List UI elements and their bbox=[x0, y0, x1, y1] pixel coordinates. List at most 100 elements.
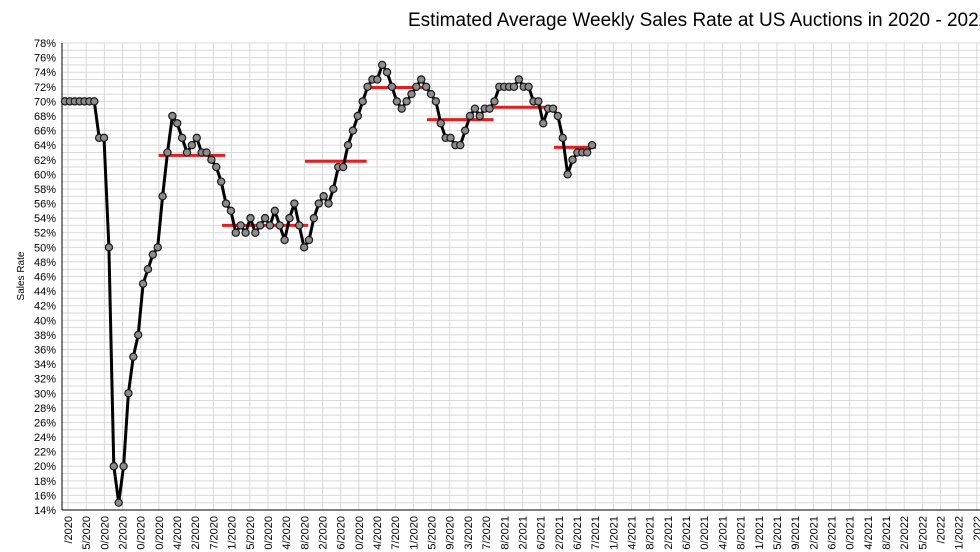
data-point bbox=[417, 75, 426, 84]
x-tick-label: 2/2021 bbox=[517, 516, 529, 550]
data-point bbox=[397, 104, 406, 113]
data-point bbox=[177, 133, 187, 143]
x-tick-label: 1/2021 bbox=[608, 516, 620, 550]
data-point bbox=[587, 140, 597, 150]
data-point bbox=[304, 235, 314, 245]
x-tick-label: 1/2022 bbox=[954, 516, 966, 550]
x-tick-label: 0/2021 bbox=[845, 516, 857, 550]
x-tick-label: 8/2020 bbox=[299, 516, 311, 550]
x-tick-label: 1/2020 bbox=[408, 516, 420, 550]
x-tick-label: 0/2020 bbox=[99, 516, 111, 550]
x-tick-label: 3/2020 bbox=[463, 516, 475, 550]
data-point bbox=[173, 119, 182, 128]
y-tick-label: 56% bbox=[34, 199, 56, 211]
x-tick-label: 0/2020 bbox=[154, 516, 166, 550]
x-tick-label: 2/2021 bbox=[808, 516, 820, 550]
data-point bbox=[138, 279, 148, 288]
x-tick-label: 7/2020 bbox=[481, 516, 493, 550]
data-point bbox=[470, 104, 480, 113]
x-axis: /2020 5/2020 0/2020 2/2020 0/2020 0/2020 4/202… bbox=[63, 516, 980, 550]
grid bbox=[61, 42, 980, 511]
x-tick-label: 8/2021 bbox=[645, 516, 657, 550]
y-tick-label: 16% bbox=[34, 490, 56, 502]
x-tick-label: 8/2021 bbox=[736, 516, 748, 550]
x-tick-label: 2/2020 bbox=[190, 516, 202, 550]
y-tick-label: 68% bbox=[34, 111, 56, 123]
data-point bbox=[524, 82, 533, 91]
data-point bbox=[295, 221, 304, 230]
data-point bbox=[539, 119, 548, 128]
data-point bbox=[338, 162, 348, 172]
y-tick-label: 46% bbox=[34, 272, 56, 284]
y-tick-label: 74% bbox=[34, 67, 56, 79]
y-tick-label: 18% bbox=[34, 476, 56, 488]
x-tick-label: 6/2021 bbox=[681, 516, 693, 550]
y-tick-label: 78% bbox=[34, 38, 56, 50]
x-tick-label: /2020 bbox=[63, 516, 75, 544]
x-tick-label: 9/2020 bbox=[445, 516, 457, 550]
x-tick-label: 8/2021 bbox=[881, 516, 893, 550]
data-point bbox=[426, 89, 436, 99]
data-point bbox=[309, 213, 319, 223]
x-tick-label: 8/2021 bbox=[499, 516, 511, 550]
data-point bbox=[202, 148, 211, 157]
x-tick-label: 0/2020 bbox=[263, 516, 275, 550]
data-point bbox=[392, 97, 402, 106]
data-point bbox=[460, 126, 470, 135]
data-point bbox=[407, 89, 416, 99]
x-tick-label: 7/2021 bbox=[590, 516, 602, 550]
x-tick-label: 1/2020 bbox=[227, 516, 239, 550]
data-point bbox=[133, 330, 143, 340]
x-tick-label: 0/2020 bbox=[136, 516, 148, 550]
y-tick-label: 30% bbox=[34, 388, 56, 400]
data-point bbox=[168, 111, 177, 121]
x-tick-label: 7/2020 bbox=[390, 516, 402, 550]
data-point bbox=[582, 148, 592, 157]
data-point bbox=[402, 97, 411, 106]
data-point bbox=[143, 265, 153, 274]
data-point bbox=[90, 97, 99, 106]
data-point bbox=[509, 82, 519, 91]
x-tick-label: 0/2021 bbox=[699, 516, 711, 550]
data-point bbox=[280, 235, 289, 245]
y-tick-label: 70% bbox=[34, 96, 56, 108]
y-tick-label: 40% bbox=[34, 315, 56, 327]
data-point bbox=[265, 221, 275, 230]
y-tick-label: 36% bbox=[34, 344, 56, 356]
data-point bbox=[221, 199, 231, 208]
data-point bbox=[187, 140, 197, 150]
data-point bbox=[363, 82, 372, 91]
data-point bbox=[465, 111, 475, 121]
data-point bbox=[475, 111, 484, 121]
data-point bbox=[129, 352, 138, 361]
x-tick-label: 9/2021 bbox=[790, 516, 802, 550]
y-axis-label: Sales Rate bbox=[16, 251, 27, 300]
y-axis: 14% 16% 18% 20% 22% 24% 26% 28% 30% 32% 34% 36% 38% 4… bbox=[34, 38, 56, 517]
y-tick-label: 64% bbox=[34, 140, 56, 152]
y-tick-label: 62% bbox=[34, 155, 56, 167]
x-tick-label: 2/2021 bbox=[663, 516, 675, 550]
y-tick-label: 34% bbox=[34, 359, 56, 371]
x-tick-label: 4/2021 bbox=[863, 516, 875, 550]
x-tick-label: 5/2022 bbox=[917, 516, 929, 550]
x-tick-label: /2022 bbox=[936, 516, 948, 544]
y-tick-label: 24% bbox=[34, 432, 56, 444]
data-point bbox=[299, 243, 309, 252]
x-tick-label: 5/2020 bbox=[81, 516, 93, 550]
data-point bbox=[99, 133, 109, 143]
x-tick-label: 2/2020 bbox=[118, 516, 130, 550]
data-point bbox=[314, 199, 323, 208]
x-tick-label: 5/2021 bbox=[772, 516, 784, 550]
data-point bbox=[212, 162, 221, 172]
data-point bbox=[231, 228, 240, 237]
data-point bbox=[563, 170, 572, 179]
y-tick-label: 32% bbox=[34, 374, 56, 386]
data-point bbox=[158, 192, 167, 201]
data-point bbox=[534, 97, 543, 106]
data-point bbox=[114, 498, 123, 507]
data-point bbox=[182, 148, 192, 157]
data-point bbox=[553, 111, 563, 121]
x-tick-label: 5/2020 bbox=[427, 516, 439, 550]
data-point bbox=[124, 389, 133, 398]
y-tick-label: 44% bbox=[34, 286, 56, 298]
